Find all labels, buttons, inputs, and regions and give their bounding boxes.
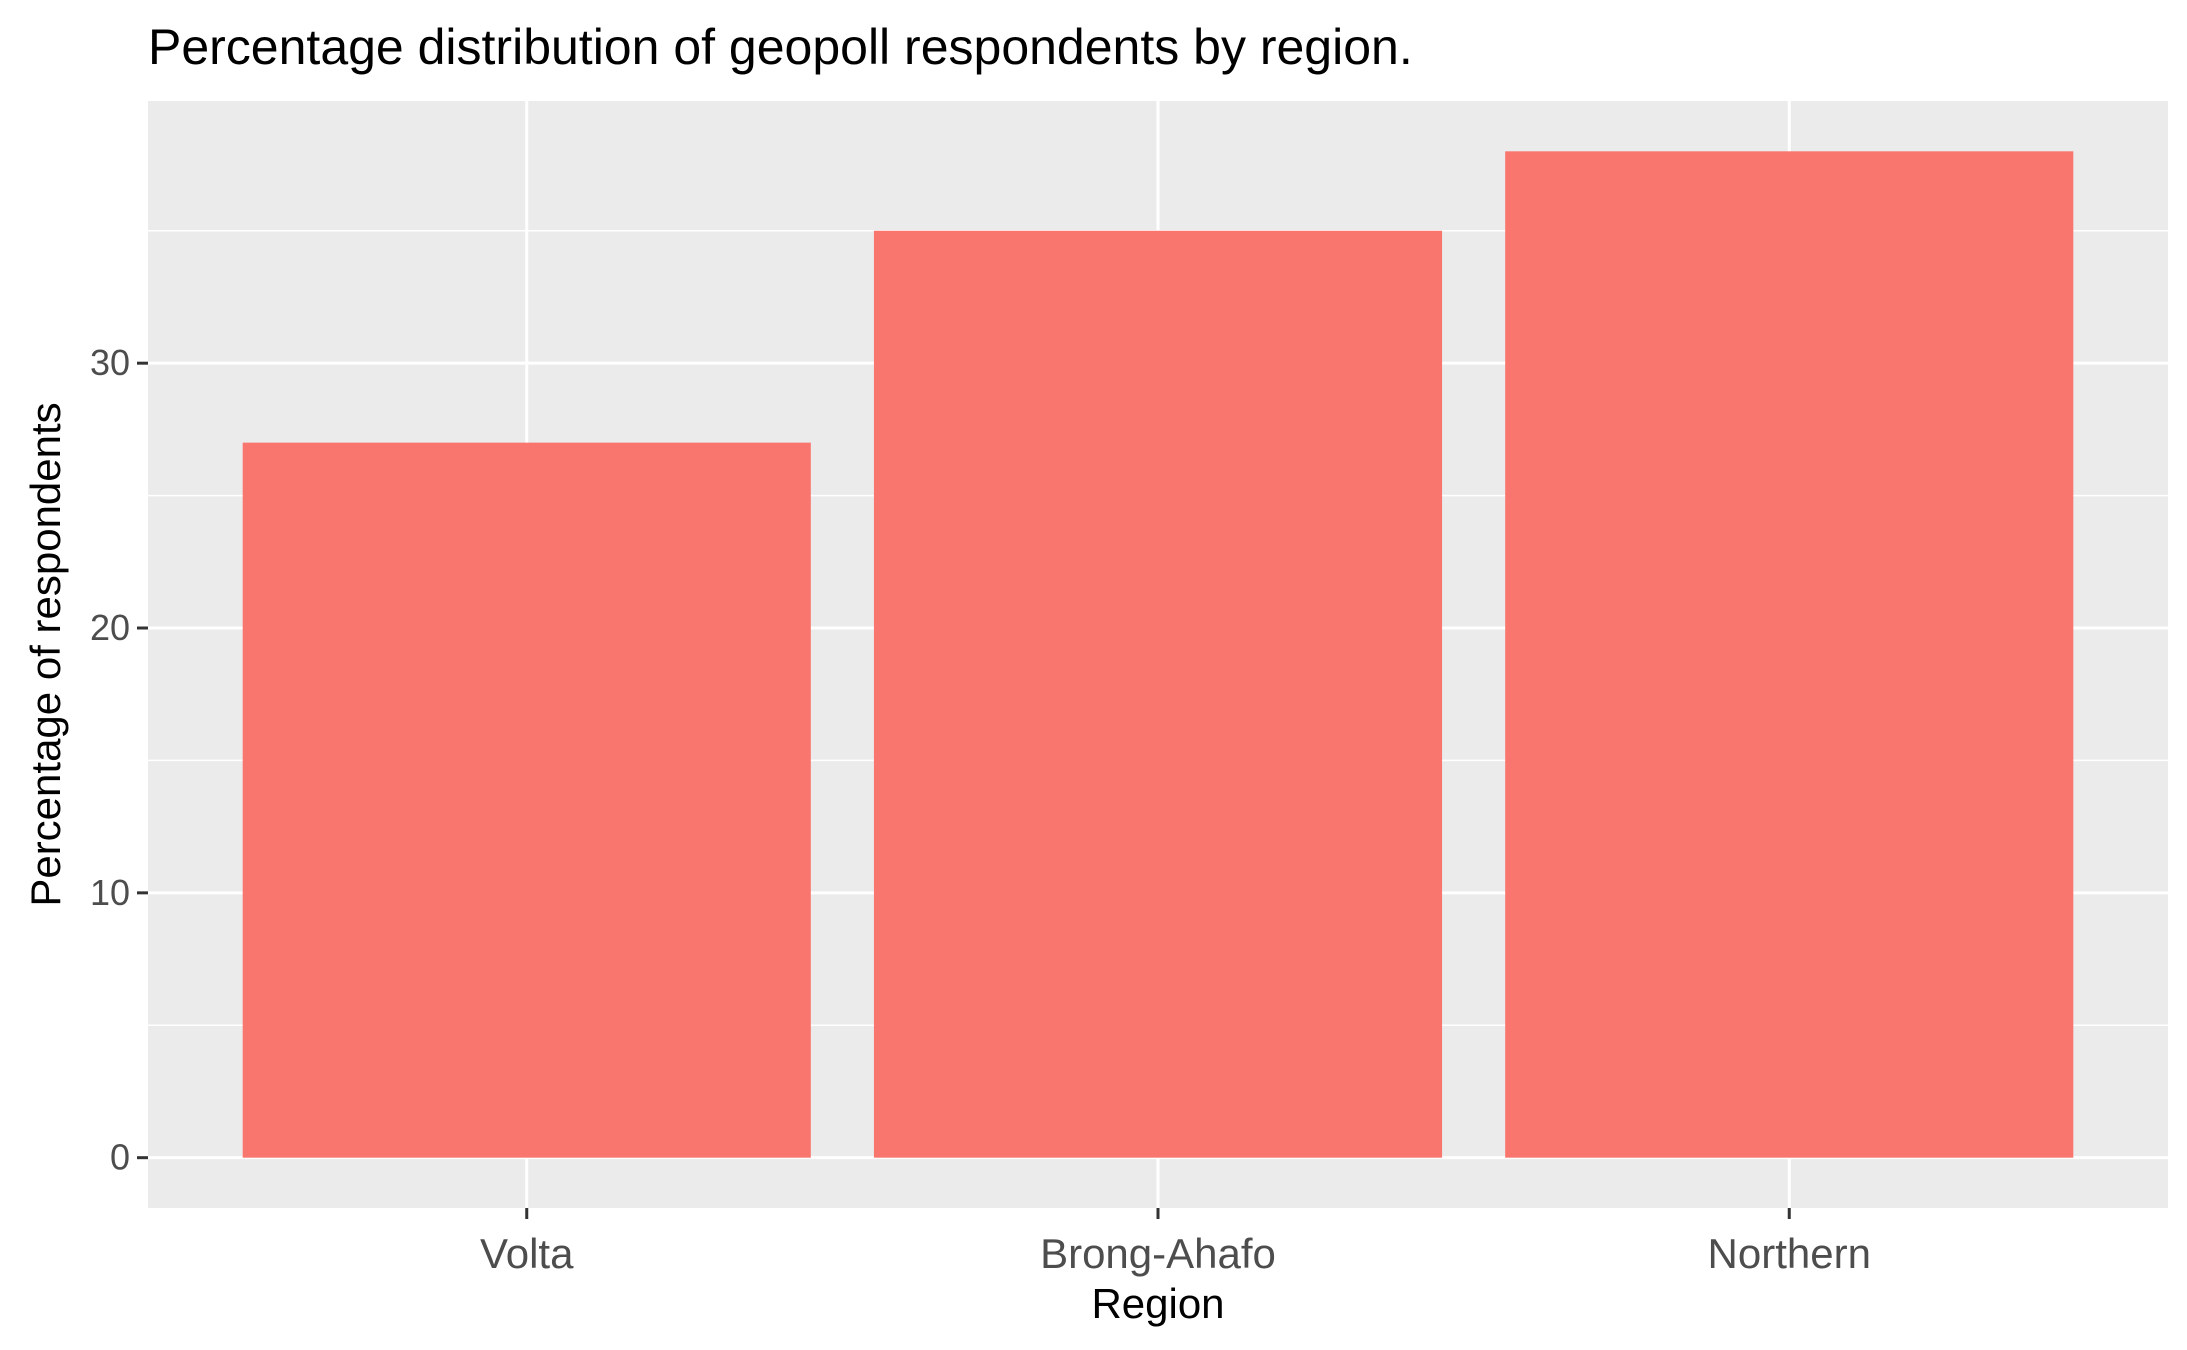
bar-brong-ahafo bbox=[873, 230, 1443, 1158]
y-tick-label: 20 bbox=[90, 607, 130, 648]
y-tick-label: 10 bbox=[90, 872, 130, 913]
y-tick-label: 30 bbox=[90, 342, 130, 383]
y-axis-title: Percentage of respondents bbox=[22, 402, 69, 906]
bars bbox=[242, 151, 2074, 1158]
x-tick-label: Northern bbox=[1708, 1230, 1871, 1277]
x-tick-label: Volta bbox=[480, 1230, 574, 1277]
x-axis-title: Region bbox=[1091, 1280, 1224, 1327]
x-axis: Volta Brong-Ahafo Northern bbox=[480, 1208, 1871, 1277]
bar-northern bbox=[1505, 151, 2074, 1158]
chart-title: Percentage distribution of geopoll respo… bbox=[148, 19, 1413, 75]
x-tick-label: Brong-Ahafo bbox=[1040, 1230, 1276, 1277]
bar-volta bbox=[242, 442, 811, 1158]
y-tick-label: 0 bbox=[110, 1137, 130, 1178]
y-axis: 0 10 20 30 bbox=[90, 342, 148, 1178]
